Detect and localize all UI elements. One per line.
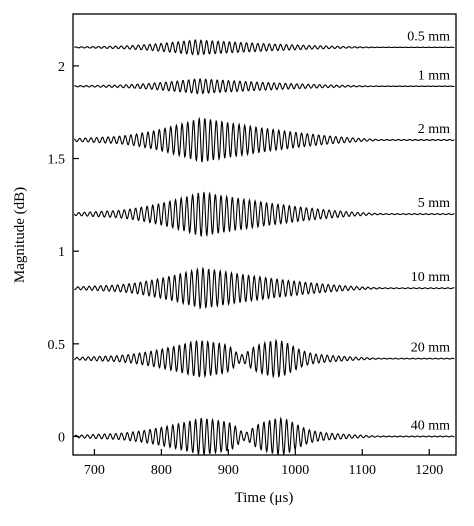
- trace-5-mm: [73, 191, 455, 238]
- trace-20-mm: [74, 338, 455, 379]
- plot-area: 0.5 mm 1 mm 2 mm 5 mm 10 mm 20 mm 40 mm 700 800…: [48, 13, 457, 478]
- traces-group: 0.5 mm 1 mm 2 mm 5 mm 10 mm 20 mm 40 mm: [73, 29, 455, 457]
- y-tick-label-1: 0.5: [48, 338, 66, 353]
- trace-label-6: 40 mm: [411, 418, 450, 433]
- y-axis-ticks: 0 0.5 1 1.5 2: [48, 60, 79, 445]
- trace-0-5-mm: [74, 38, 455, 56]
- x-tick-label-1200: 1200: [415, 463, 443, 478]
- trace-label-2: 2 mm: [418, 122, 450, 137]
- trace-2-mm: [73, 116, 455, 163]
- trace-1-mm: [74, 77, 455, 95]
- y-tick-label-0: 0: [58, 430, 65, 445]
- x-axis-ticks: 700 800 900 1000 1100 1200: [84, 449, 443, 478]
- x-axis-title: Time (μs): [235, 490, 294, 506]
- trace-label-4: 10 mm: [411, 270, 450, 285]
- trace-label-1: 1 mm: [418, 68, 450, 83]
- trace-label-3: 5 mm: [418, 196, 450, 211]
- y-tick-label-3: 1.5: [48, 153, 66, 168]
- trace-label-5: 20 mm: [411, 341, 450, 356]
- y-axis-title: Magnitude (dB): [12, 187, 28, 283]
- plot-frame: [72, 13, 457, 456]
- trace-10-mm: [74, 266, 455, 310]
- y-tick-label-4: 2: [58, 60, 65, 75]
- trace-label-0: 0.5 mm: [407, 29, 450, 44]
- x-tick-label-1000: 1000: [281, 463, 309, 478]
- x-tick-label-900: 900: [218, 463, 239, 478]
- trace-40-mm: [73, 416, 455, 457]
- x-tick-label-1100: 1100: [349, 463, 376, 478]
- x-tick-label-700: 700: [84, 463, 105, 478]
- x-tick-label-800: 800: [151, 463, 172, 478]
- y-tick-label-2: 1: [58, 245, 65, 260]
